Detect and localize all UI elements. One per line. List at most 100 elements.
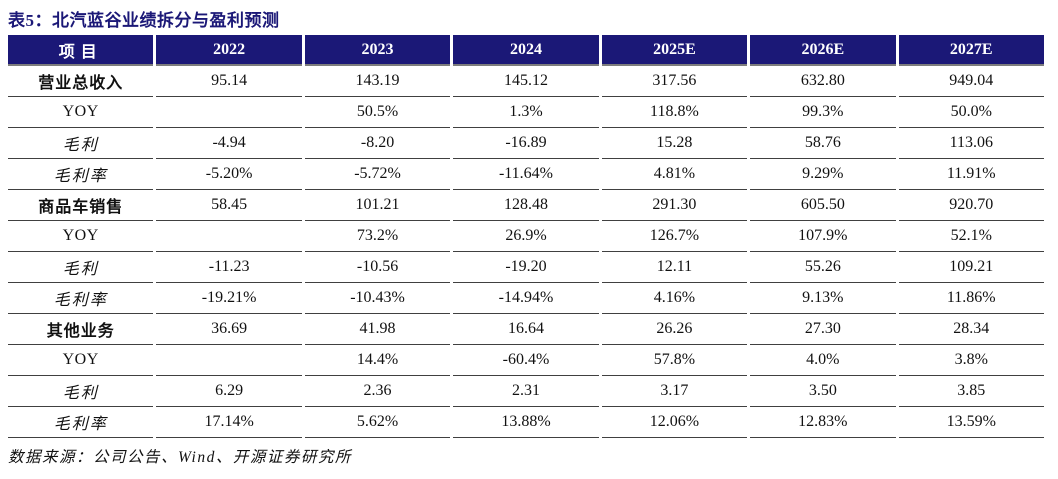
cell-value: 9.13% [750, 283, 896, 314]
cell-value: 99.3% [750, 97, 896, 128]
row-label: 商品车销售 [8, 190, 154, 221]
cell-value: 4.0% [750, 345, 896, 376]
financial-forecast-table: 项目 2022 2023 2024 2025E 2026E 2027E 营业总收入 95.14… [5, 35, 1047, 438]
cell-value: 2.36 [304, 376, 451, 407]
row-label: 毛利率 [8, 283, 154, 314]
cell-value: 920.70 [898, 190, 1044, 221]
table-row: 毛利率 -19.21% -10.43% -14.94% 4.16% 9.13% 11.86% [8, 283, 1044, 314]
table-row: 毛利 -4.94 -8.20 -16.89 15.28 58.76 113.06 [8, 128, 1044, 159]
column-header-year: 2025E [601, 35, 748, 66]
table-row: 毛利率 -5.20% -5.72% -11.64% 4.81% 9.29% 11.91% [8, 159, 1044, 190]
cell-value: 3.8% [898, 345, 1044, 376]
row-label: 毛利 [8, 128, 154, 159]
table-row: YOY 73.2% 26.9% 126.7% 107.9% 52.1% [8, 221, 1044, 252]
cell-value: 28.34 [898, 314, 1044, 345]
cell-value: 4.16% [601, 283, 748, 314]
cell-value: 128.48 [453, 190, 599, 221]
cell-value: 9.29% [750, 159, 896, 190]
row-label: 其他业务 [8, 314, 154, 345]
column-header-item: 项目 [8, 35, 154, 66]
cell-value: -4.94 [156, 128, 302, 159]
column-header-year: 2024 [453, 35, 599, 66]
cell-value: -11.23 [156, 252, 302, 283]
cell-value: 143.19 [304, 66, 451, 97]
cell-value: 26.26 [601, 314, 748, 345]
cell-value: 14.4% [304, 345, 451, 376]
row-label: 毛利 [8, 376, 154, 407]
cell-value: 5.62% [304, 407, 451, 438]
cell-value: 107.9% [750, 221, 896, 252]
cell-value: -11.64% [453, 159, 599, 190]
cell-value: 3.50 [750, 376, 896, 407]
cell-value: -10.43% [304, 283, 451, 314]
cell-value: -5.72% [304, 159, 451, 190]
table-row: 商品车销售 58.45 101.21 128.48 291.30 605.50 920.70 [8, 190, 1044, 221]
cell-value [156, 221, 302, 252]
cell-value: 11.91% [898, 159, 1044, 190]
row-label: 毛利率 [8, 407, 154, 438]
table-title: 表5：北汽蓝谷业绩拆分与盈利预测 [8, 11, 280, 30]
cell-value: 291.30 [601, 190, 748, 221]
column-header-year: 2026E [750, 35, 896, 66]
cell-value: 113.06 [898, 128, 1044, 159]
cell-value: -16.89 [453, 128, 599, 159]
cell-value: 4.81% [601, 159, 748, 190]
table-body: 营业总收入 95.14 143.19 145.12 317.56 632.80 949.04… [8, 66, 1044, 438]
cell-value: 36.69 [156, 314, 302, 345]
row-label: YOY [8, 345, 154, 376]
cell-value: 3.85 [898, 376, 1044, 407]
table-header-row: 项目 2022 2023 2024 2025E 2026E 2027E [8, 35, 1044, 66]
cell-value: 6.29 [156, 376, 302, 407]
cell-value: 27.30 [750, 314, 896, 345]
cell-value: 95.14 [156, 66, 302, 97]
cell-value: 13.59% [898, 407, 1044, 438]
cell-value: 73.2% [304, 221, 451, 252]
cell-value [156, 345, 302, 376]
cell-value: 605.50 [750, 190, 896, 221]
table-row: 毛利 -11.23 -10.56 -19.20 12.11 55.26 109.21 [8, 252, 1044, 283]
cell-value: 109.21 [898, 252, 1044, 283]
cell-value: 145.12 [453, 66, 599, 97]
cell-value: 949.04 [898, 66, 1044, 97]
column-header-year: 2023 [304, 35, 451, 66]
cell-value: 12.83% [750, 407, 896, 438]
cell-value: 52.1% [898, 221, 1044, 252]
data-source-note: 数据来源：公司公告、Wind、开源证券研究所 [8, 449, 352, 466]
cell-value: 57.8% [601, 345, 748, 376]
cell-value: 50.5% [304, 97, 451, 128]
cell-value: -8.20 [304, 128, 451, 159]
column-header-year: 2022 [156, 35, 302, 66]
cell-value: 12.11 [601, 252, 748, 283]
cell-value: -5.20% [156, 159, 302, 190]
row-label: YOY [8, 221, 154, 252]
cell-value: 41.98 [304, 314, 451, 345]
cell-value: 632.80 [750, 66, 896, 97]
row-label: YOY [8, 97, 154, 128]
cell-value: 1.3% [453, 97, 599, 128]
cell-value: 2.31 [453, 376, 599, 407]
cell-value: -60.4% [453, 345, 599, 376]
cell-value: -19.20 [453, 252, 599, 283]
cell-value [156, 97, 302, 128]
cell-value: 101.21 [304, 190, 451, 221]
cell-value: 50.0% [898, 97, 1044, 128]
table-row: 营业总收入 95.14 143.19 145.12 317.56 632.80 949.04 [8, 66, 1044, 97]
column-header-year: 2027E [898, 35, 1044, 66]
cell-value: -10.56 [304, 252, 451, 283]
cell-value: 13.88% [453, 407, 599, 438]
row-label: 毛利率 [8, 159, 154, 190]
cell-value: 11.86% [898, 283, 1044, 314]
cell-value: 12.06% [601, 407, 748, 438]
cell-value: 17.14% [156, 407, 302, 438]
row-label: 毛利 [8, 252, 154, 283]
cell-value: 58.76 [750, 128, 896, 159]
cell-value: 118.8% [601, 97, 748, 128]
cell-value: -19.21% [156, 283, 302, 314]
cell-value: 317.56 [601, 66, 748, 97]
table-row: YOY 14.4% -60.4% 57.8% 4.0% 3.8% [8, 345, 1044, 376]
cell-value: 3.17 [601, 376, 748, 407]
cell-value: 126.7% [601, 221, 748, 252]
cell-value: 16.64 [453, 314, 599, 345]
table-row: 毛利率 17.14% 5.62% 13.88% 12.06% 12.83% 13.59% [8, 407, 1044, 438]
